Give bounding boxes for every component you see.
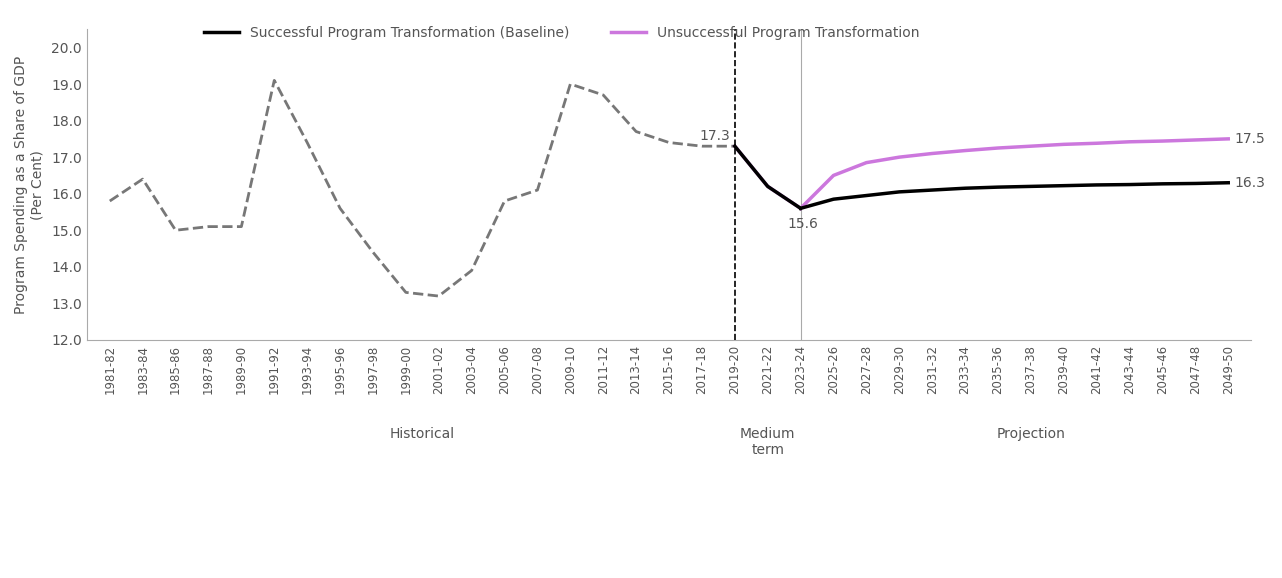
Text: Medium
term: Medium term — [740, 427, 795, 457]
Legend: Successful Program Transformation (Baseline), Unsuccessful Program Transformatio: Successful Program Transformation (Basel… — [199, 21, 924, 46]
Text: 17.3: 17.3 — [699, 128, 729, 143]
Y-axis label: Program Spending as a Share of GDP
(Per Cent): Program Spending as a Share of GDP (Per … — [14, 55, 44, 314]
Text: Projection: Projection — [996, 427, 1065, 441]
Text: 15.6: 15.6 — [787, 217, 818, 231]
Text: 16.3: 16.3 — [1235, 176, 1265, 190]
Text: 17.5: 17.5 — [1235, 132, 1265, 146]
Text: Historical: Historical — [390, 427, 455, 441]
